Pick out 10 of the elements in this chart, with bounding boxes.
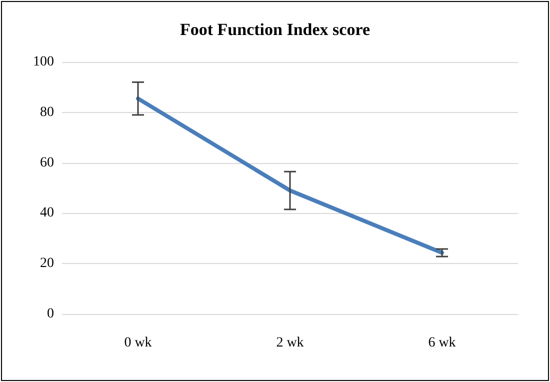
x-tick-label: 6 wk — [428, 336, 456, 350]
x-tick-label: 2 wk — [276, 336, 304, 350]
x-tick-label: 0 wk — [124, 336, 152, 350]
y-tick-label: 0 — [47, 306, 54, 322]
y-tick-label: 40 — [40, 206, 54, 221]
y-tick-label: 20 — [40, 256, 54, 272]
y-tick-label: 60 — [40, 155, 54, 170]
y-tick-label: 80 — [40, 104, 54, 120]
chart-title: Foot Function Index score — [180, 20, 370, 39]
y-tick-label: 100 — [33, 54, 54, 70]
